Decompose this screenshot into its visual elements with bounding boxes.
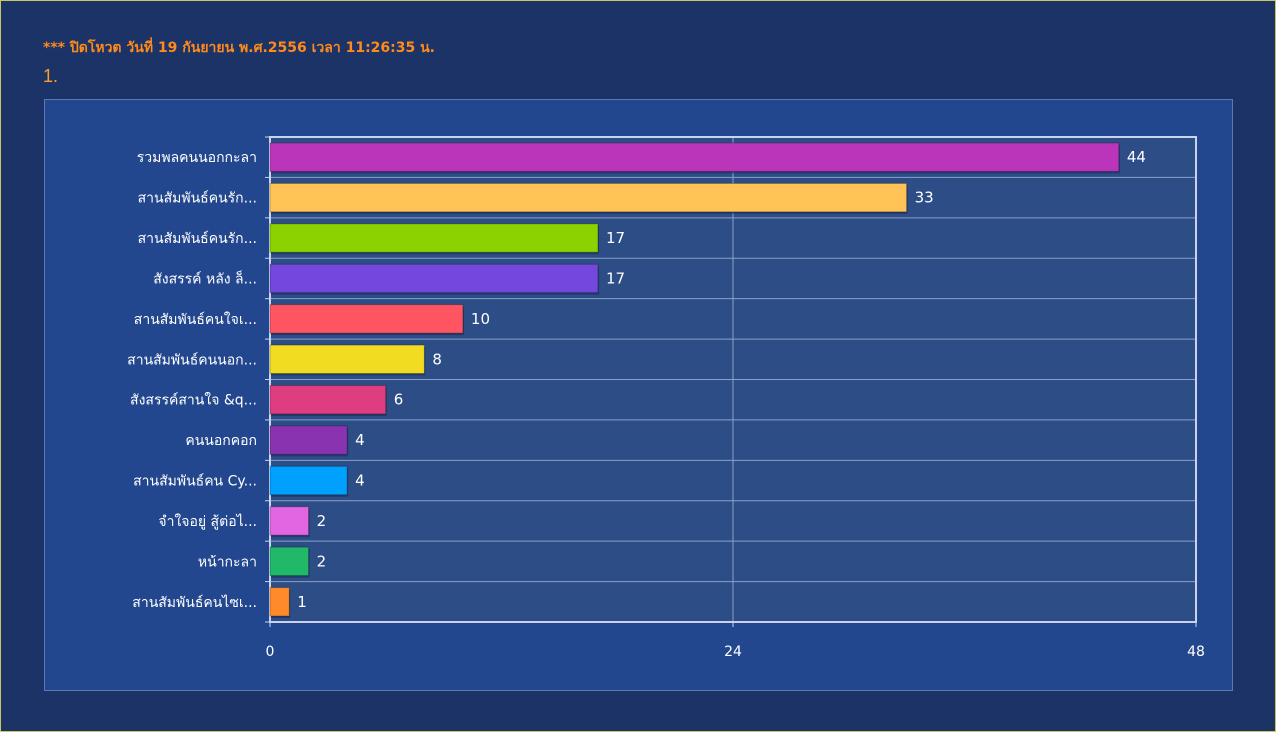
bar-value-label: 1 (297, 593, 307, 611)
x-tick-label: 48 (1187, 644, 1205, 660)
category-label: สานสัมพันธ์คนรัก... (138, 230, 257, 247)
category-label: รวมพลคนนอกกะลา (137, 150, 257, 166)
bar (269, 182, 908, 213)
category-label: สานสัมพันธ์คนไซเ... (132, 594, 257, 611)
category-label: สังสรรค์สานใจ &q... (130, 392, 257, 409)
category-label: สานสัมพันธ์คนรัก... (138, 190, 257, 207)
category-label: จำใจอยู่ สู้ต่อไ... (158, 513, 257, 530)
bar (269, 587, 290, 617)
bar (269, 304, 464, 334)
bar-value-label: 10 (471, 310, 490, 328)
bar-value-label: 8 (432, 350, 442, 368)
category-label: สังสรรค์ หลัง ล็... (153, 269, 257, 287)
bar (269, 385, 387, 415)
bar (269, 223, 599, 253)
bar-chart: 44รวมพลคนนอกกะลา33สานสัมพันธ์คนรัก...17ส… (127, 136, 1205, 660)
x-tick-label: 24 (724, 644, 742, 660)
bar (269, 546, 310, 577)
bar-value-label: 2 (317, 512, 327, 530)
bar-value-label: 17 (606, 229, 625, 247)
voting-closed-notice: *** ปิดโหวต วันที่ 19 กันยายน พ.ศ.2556 เ… (43, 40, 435, 56)
category-label: สานสัมพันธ์คน Cy... (133, 473, 257, 490)
bar-value-label: 6 (394, 391, 404, 409)
question-number: 1. (43, 66, 59, 86)
bar (269, 465, 348, 496)
bar (269, 425, 348, 455)
bar-value-label: 33 (915, 189, 934, 207)
bar-value-label: 17 (606, 269, 625, 287)
bar-value-label: 44 (1127, 148, 1146, 166)
bar (269, 263, 599, 294)
bar (269, 344, 425, 374)
category-label: สานสัมพันธ์คนใจเ... (134, 311, 257, 328)
chart-panel: 44 รวมพลคนนอกกะลา 33 สานสัมพันธ์คนรัก... 17 ส… (44, 99, 1233, 691)
category-label: สานสัมพันธ์คนนอก... (127, 351, 257, 368)
bar-value-label: 4 (355, 431, 365, 449)
category-label: คนนอกคอก (185, 433, 257, 449)
category-label: หน้ากะลา (198, 554, 257, 570)
bar-value-label: 2 (317, 552, 327, 570)
bar (269, 506, 310, 536)
x-tick-label: 0 (266, 644, 275, 660)
bar-value-label: 4 (355, 472, 365, 490)
bar (269, 142, 1120, 172)
